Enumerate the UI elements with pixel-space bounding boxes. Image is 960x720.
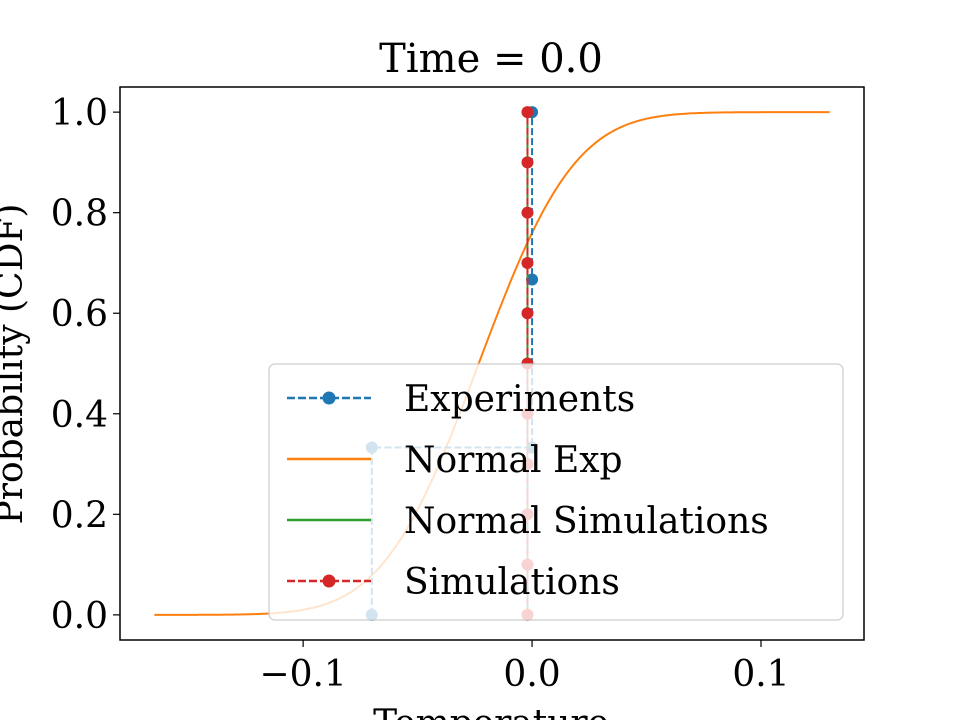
axes-frame [119, 86, 865, 641]
legend-label-3: Simulations [404, 562, 620, 603]
legend-label-2: Normal Simulations [404, 501, 769, 542]
y-tick-label-2: 0.4 [51, 395, 108, 436]
simulations-point-10 [521, 106, 534, 119]
y-tick-label-3: 0.6 [51, 294, 108, 335]
legend-box [268, 363, 844, 621]
y-tick-label-0: 0.0 [51, 596, 108, 637]
x-tick-label-2: 0.1 [732, 654, 789, 695]
simulations-point-8 [521, 206, 534, 219]
legend-label-0: Experiments [404, 379, 635, 420]
series-normal-exp-line [154, 111, 830, 616]
x-tick-label-0: −0.1 [259, 654, 346, 695]
x-tick-label-1: 0.0 [503, 654, 560, 695]
experiments-point-3 [526, 273, 539, 286]
x-axis-label: Temperature [373, 703, 609, 720]
legend-marker-0 [322, 391, 336, 405]
axis-ticks: −0.1 0.0 0.1 0.0 0.2 0.4 0.6 0.8 1.0 [51, 93, 790, 695]
y-axis-label: Probability (CDF) [0, 204, 31, 525]
simulations-point-7 [521, 256, 534, 269]
y-tick-label-4: 0.8 [51, 194, 108, 235]
y-tick-label-5: 1.0 [51, 93, 108, 134]
simulations-point-9 [521, 156, 534, 169]
chart-title: Time = 0.0 [379, 36, 603, 82]
y-tick-label-1: 0.2 [51, 495, 108, 536]
legend-marker-3 [322, 574, 336, 588]
legend: Experiments Normal Exp Normal Simulations S… [268, 363, 844, 621]
simulations-point-6 [521, 307, 534, 320]
legend-label-1: Normal Exp [404, 440, 623, 481]
